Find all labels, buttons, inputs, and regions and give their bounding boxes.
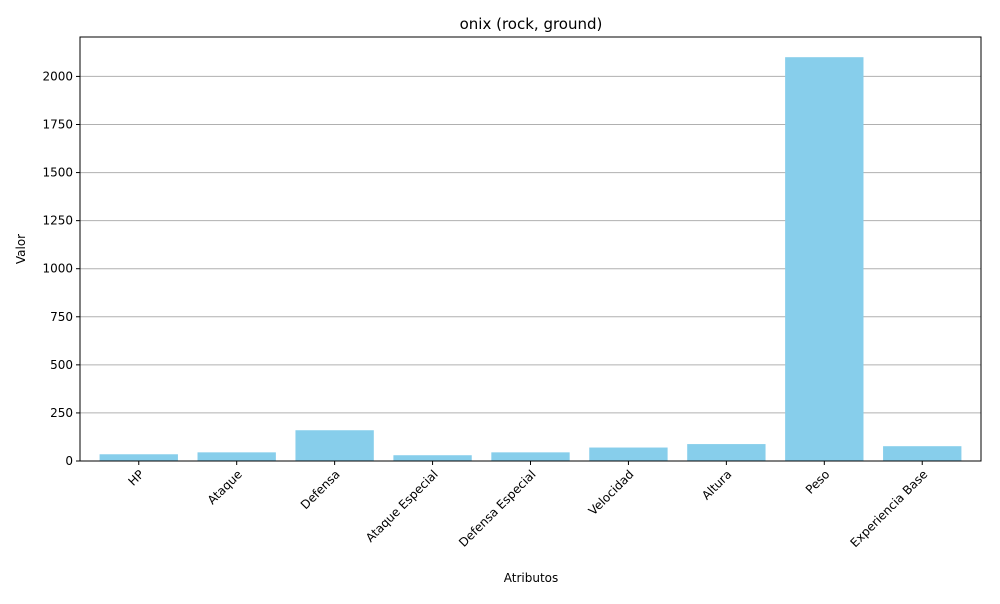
- bar: [197, 452, 276, 461]
- bar: [785, 57, 864, 461]
- y-tick-label: 1750: [42, 117, 73, 131]
- bar: [393, 455, 472, 461]
- y-axis-ticks: 0 250 500 750 1000 1250 1500 1750 2000: [42, 69, 80, 468]
- grid-lines: [80, 75, 981, 462]
- y-tick-label: 2000: [42, 69, 73, 83]
- y-tick-label: 1500: [42, 166, 73, 180]
- x-tick-label: Experiencia Base: [847, 467, 930, 550]
- bars: [99, 57, 962, 461]
- bar: [589, 447, 668, 461]
- bar: [99, 454, 178, 461]
- bar: [883, 446, 962, 461]
- x-axis-ticks: HP Ataque Defensa Ataque Especial Defensa Es…: [125, 461, 930, 550]
- y-tick-label: 1250: [42, 214, 73, 228]
- y-tick-label: 0: [65, 454, 73, 468]
- bar: [491, 452, 570, 461]
- y-tick-label: 250: [50, 406, 73, 420]
- bar: [687, 444, 766, 461]
- y-tick-label: 500: [50, 358, 73, 372]
- y-tick-label: 1000: [42, 262, 73, 276]
- x-tick-label: Defensa: [298, 467, 343, 512]
- x-tick-label: Ataque: [205, 467, 245, 507]
- x-tick-label: Velocidad: [586, 467, 637, 518]
- x-tick-label: Altura: [699, 467, 734, 502]
- chart-title: onix (rock, ground): [460, 15, 603, 33]
- bar: [295, 430, 374, 461]
- y-tick-label: 750: [50, 310, 73, 324]
- x-axis-title: Atributos: [504, 571, 559, 585]
- x-tick-label: HP: [125, 467, 146, 488]
- y-axis-title: Valor: [14, 234, 28, 264]
- x-tick-label: Peso: [803, 467, 833, 497]
- x-tick-label: Ataque Especial: [363, 467, 441, 545]
- x-tick-label: Defensa Especial: [456, 467, 539, 550]
